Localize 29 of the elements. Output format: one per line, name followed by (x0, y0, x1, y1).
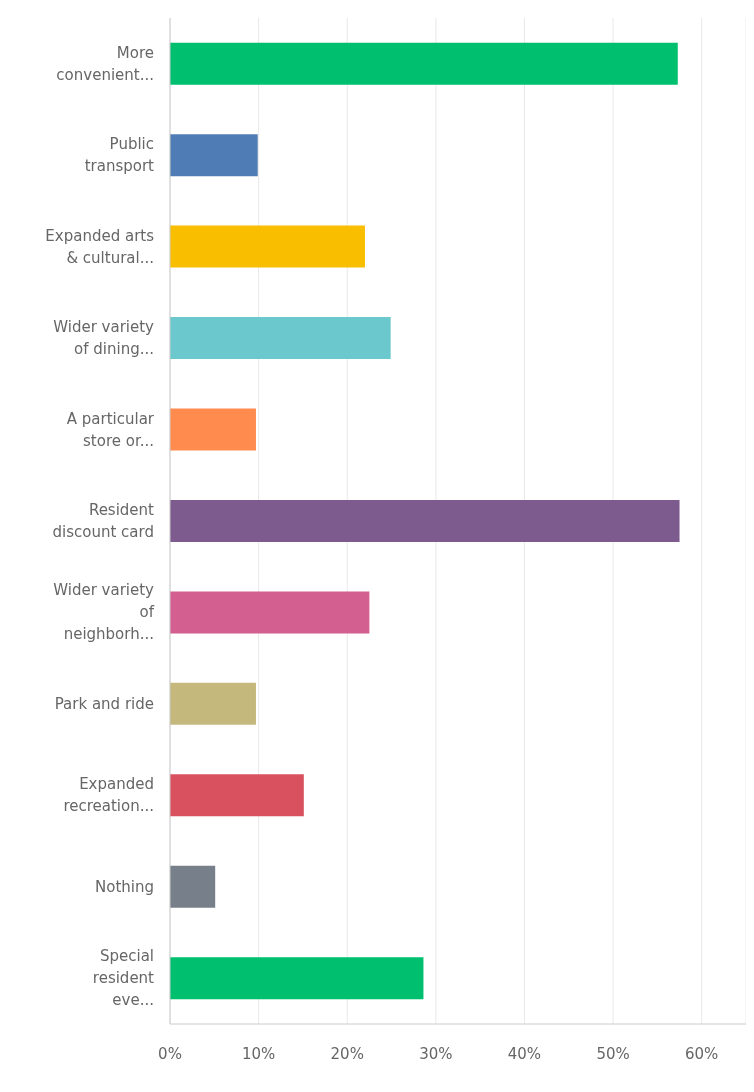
x-tick-label: 60% (685, 1044, 719, 1063)
y-tick-label: Nothing (95, 877, 154, 896)
x-tick-label: 10% (241, 1044, 276, 1063)
bar (170, 408, 256, 451)
x-tick-label: 40% (507, 1044, 542, 1063)
y-tick-label: A particular store or... (66, 409, 155, 450)
x-tick-label: 30% (419, 1044, 453, 1063)
bar (170, 865, 216, 908)
y-tick-label: Wider variety of dining... (53, 318, 155, 359)
y-tick-label: Wider variety of neighborh... (53, 581, 155, 644)
x-tick-label: 0% (158, 1044, 182, 1063)
bar (170, 774, 304, 817)
x-tick-label: 20% (330, 1044, 364, 1063)
y-tick-label: Special resident eve... (92, 947, 155, 1010)
bar (170, 957, 424, 1000)
y-tick-label: Expanded arts & cultural... (45, 226, 155, 267)
bar (170, 317, 391, 360)
bar (170, 42, 678, 85)
bar (170, 682, 256, 725)
bar (170, 591, 370, 634)
y-tick-label: Expanded recreation... (63, 775, 154, 816)
bar (170, 225, 365, 268)
bar (170, 134, 258, 177)
bar (170, 499, 680, 542)
x-tick-label: 50% (596, 1044, 630, 1063)
y-tick-label: More convenient... (56, 43, 154, 84)
y-tick-label: Park and ride (54, 694, 154, 713)
y-tick-label: Resident discount card (52, 501, 155, 541)
y-tick-label: Public transport (84, 135, 155, 176)
